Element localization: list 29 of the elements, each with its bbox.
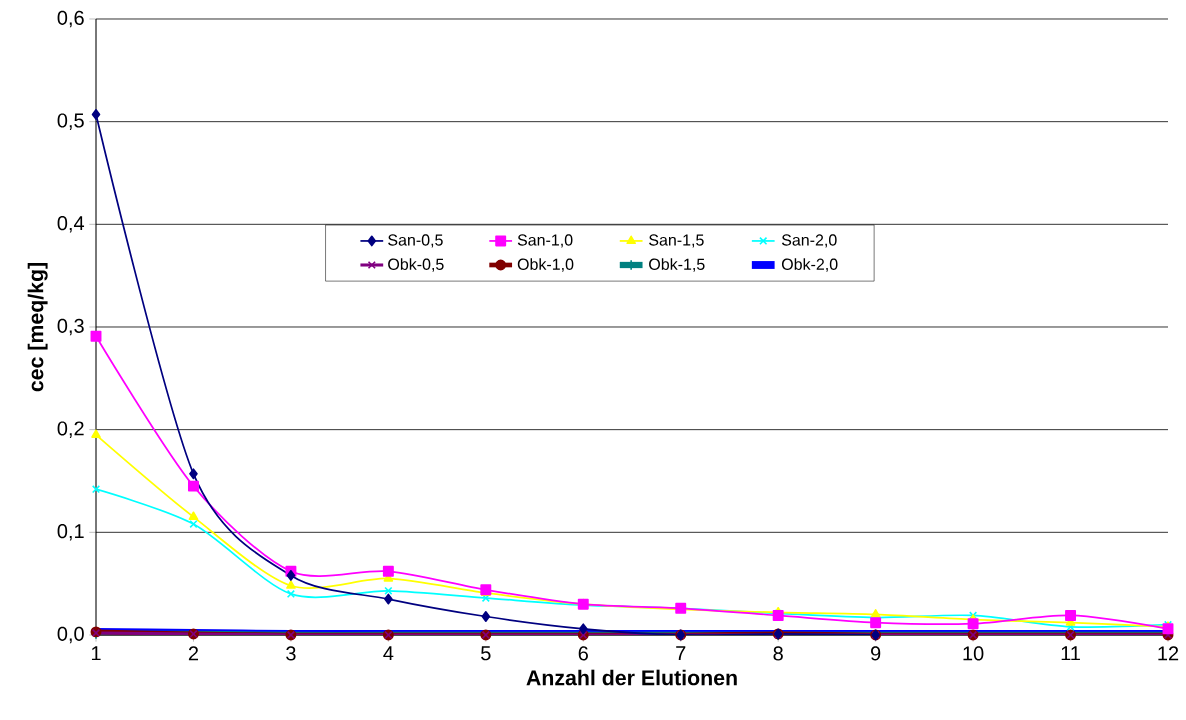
x-tick-label: 1 bbox=[91, 646, 101, 661]
x-tick-label: 12 bbox=[1158, 646, 1179, 661]
y-tick-label: 0,2 bbox=[57, 421, 84, 438]
y-axis-title: cec [meq/kg] bbox=[27, 263, 48, 392]
legend-label: Obk-1,0 bbox=[517, 258, 574, 272]
y-tick-label: 0,6 bbox=[57, 10, 84, 28]
legend-label: Obk-0,5 bbox=[388, 258, 444, 272]
x-tick-label: 3 bbox=[286, 646, 296, 661]
y-tick-label: 0,3 bbox=[57, 318, 84, 336]
legend-label: San-2,0 bbox=[781, 234, 837, 248]
legend-label: Obk-2,0 bbox=[781, 258, 838, 272]
y-tick-label: 0,0 bbox=[57, 626, 84, 644]
legend-label: San-1,0 bbox=[517, 234, 573, 248]
x-tick-label: 4 bbox=[383, 646, 394, 661]
x-axis-title: Anzahl der Elutionen bbox=[526, 669, 737, 686]
legend-label: San-1,5 bbox=[649, 234, 704, 248]
x-tick-label: 11 bbox=[1061, 646, 1080, 661]
x-tick-label: 7 bbox=[676, 646, 686, 661]
x-tick-label: 6 bbox=[578, 646, 588, 661]
x-tick-label: 10 bbox=[963, 646, 984, 661]
y-tick-label: 0,5 bbox=[57, 113, 84, 130]
x-tick-label: 2 bbox=[188, 646, 199, 661]
x-tick-label: 9 bbox=[871, 646, 881, 661]
legend-label: San-0,5 bbox=[388, 234, 443, 248]
legend-label: Obk-1,5 bbox=[649, 258, 705, 272]
x-tick-label: 5 bbox=[481, 646, 491, 661]
y-tick-label: 0,4 bbox=[57, 216, 85, 233]
x-tick-label: 8 bbox=[773, 646, 783, 661]
y-tick-label: 0,1 bbox=[57, 524, 84, 541]
